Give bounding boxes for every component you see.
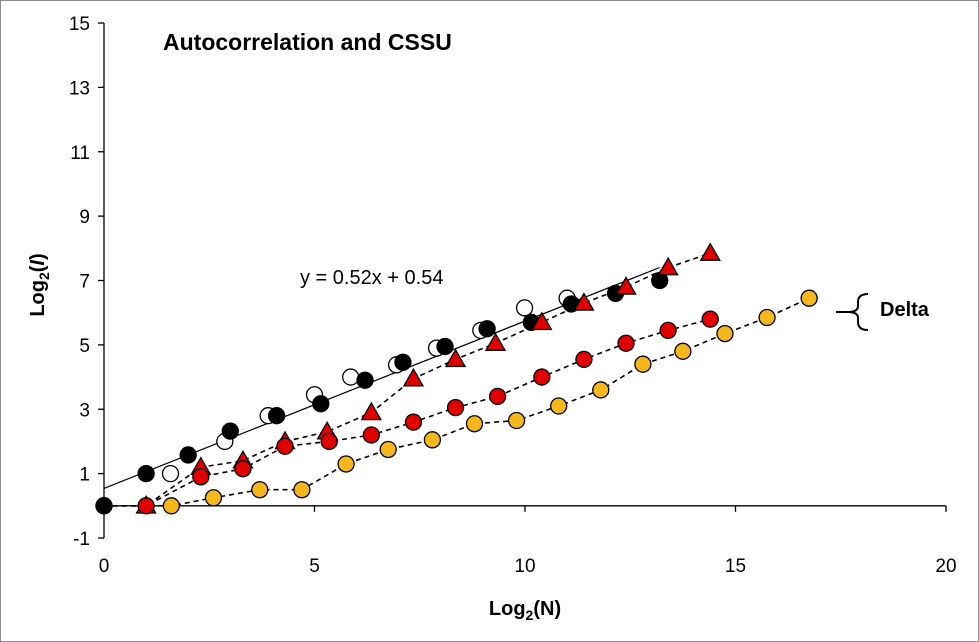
y-axis-title-main: Log (27, 280, 49, 317)
x-tick-label: 10 (514, 556, 535, 577)
series-4-point (550, 397, 568, 415)
x-tick-label: 5 (309, 556, 320, 577)
series-3-point (533, 368, 551, 386)
delta-bracket (836, 293, 869, 331)
y-tick-label: 15 (69, 14, 90, 35)
series-3-point (234, 460, 252, 478)
series-3-point (404, 413, 423, 431)
y-tick-label: 9 (79, 207, 90, 228)
series-0-point (515, 299, 534, 317)
series-3-point (192, 468, 210, 486)
y-tick-label: 5 (79, 336, 90, 357)
series-4-point (758, 308, 776, 327)
series-3-point (362, 426, 380, 444)
x-axis-title-sub: 2 (526, 607, 534, 623)
series-2-point (402, 367, 425, 387)
x-tick-label: 0 (99, 556, 110, 577)
series-1-point (312, 395, 330, 413)
series-2-point (531, 311, 553, 331)
series-1-point (137, 464, 155, 483)
y-axis-title-open: ( (27, 265, 49, 272)
series-4-line (104, 297, 810, 507)
series-3-point (575, 350, 593, 369)
y-tick-label: 1 (79, 465, 90, 486)
series-1-point (436, 337, 454, 356)
series-3-point (488, 387, 507, 406)
series-4-point (465, 415, 484, 433)
series-4-point (162, 497, 181, 515)
series-1-point (179, 446, 197, 464)
series-0-point (161, 464, 180, 483)
series-4-point (716, 324, 734, 343)
series-4-point (592, 381, 610, 399)
series-4-point (674, 342, 692, 360)
series-2-point (699, 242, 721, 261)
series-0-point (342, 368, 360, 386)
series-2-point (484, 332, 507, 352)
series-4-point (337, 455, 355, 473)
series-4-point (800, 289, 818, 307)
x-axis-title-main: Log (489, 598, 526, 620)
series-3-point (617, 334, 635, 352)
series-1-point (356, 371, 374, 389)
series-3-point (276, 437, 294, 455)
y-axis-title: Log2(I) (27, 253, 52, 316)
series-1-point (267, 407, 286, 425)
x-axis-title-rest: (N) (533, 598, 561, 620)
series-4-point (634, 355, 652, 373)
series-2-point (615, 276, 637, 295)
series-2-point (657, 256, 679, 276)
series-4-point (293, 481, 311, 499)
series-4-point (204, 489, 223, 507)
brace-shape (847, 293, 869, 331)
series-3-point (659, 321, 677, 340)
series-4-point (379, 440, 397, 459)
chart-title: Autocorrelation and CSSU (163, 29, 452, 55)
x-tick-label: 20 (935, 556, 956, 577)
series-3-point (137, 497, 155, 515)
series-1-point (478, 320, 496, 338)
y-tick-label: 13 (69, 78, 90, 99)
series-1-point (394, 353, 412, 371)
x-tick-label: 15 (725, 556, 746, 577)
y-tick-label: 11 (70, 143, 90, 164)
trendline-equation: y = 0.52x + 0.54 (300, 267, 443, 289)
series-3-point (320, 432, 338, 451)
series-1-point (221, 422, 239, 440)
y-axis-title-var: I (27, 260, 49, 266)
series-3-point (446, 398, 465, 417)
y-tick-label: 3 (79, 400, 90, 421)
y-axis-title-close: ) (27, 253, 49, 260)
series-2-point (360, 401, 382, 421)
series-4-point (423, 431, 442, 449)
series-1-point (95, 497, 113, 515)
series-2-point (444, 348, 467, 368)
y-tick-label: 7 (79, 272, 90, 293)
series-2-point (573, 292, 595, 311)
series-4-point (507, 411, 526, 430)
y-tick-label: -1 (73, 529, 90, 550)
series-4-point (251, 481, 269, 499)
x-axis-title: Log2(N) (489, 598, 561, 623)
y-axis-title-sub: 2 (36, 272, 52, 280)
series-3-point (701, 310, 719, 328)
delta-label: Delta (880, 299, 930, 321)
